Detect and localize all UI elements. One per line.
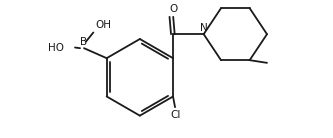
Text: N: N: [200, 23, 208, 33]
Text: OH: OH: [95, 19, 111, 30]
Text: HO: HO: [48, 43, 64, 52]
Text: O: O: [169, 4, 177, 14]
Text: Cl: Cl: [170, 111, 180, 120]
Text: B: B: [81, 37, 88, 47]
